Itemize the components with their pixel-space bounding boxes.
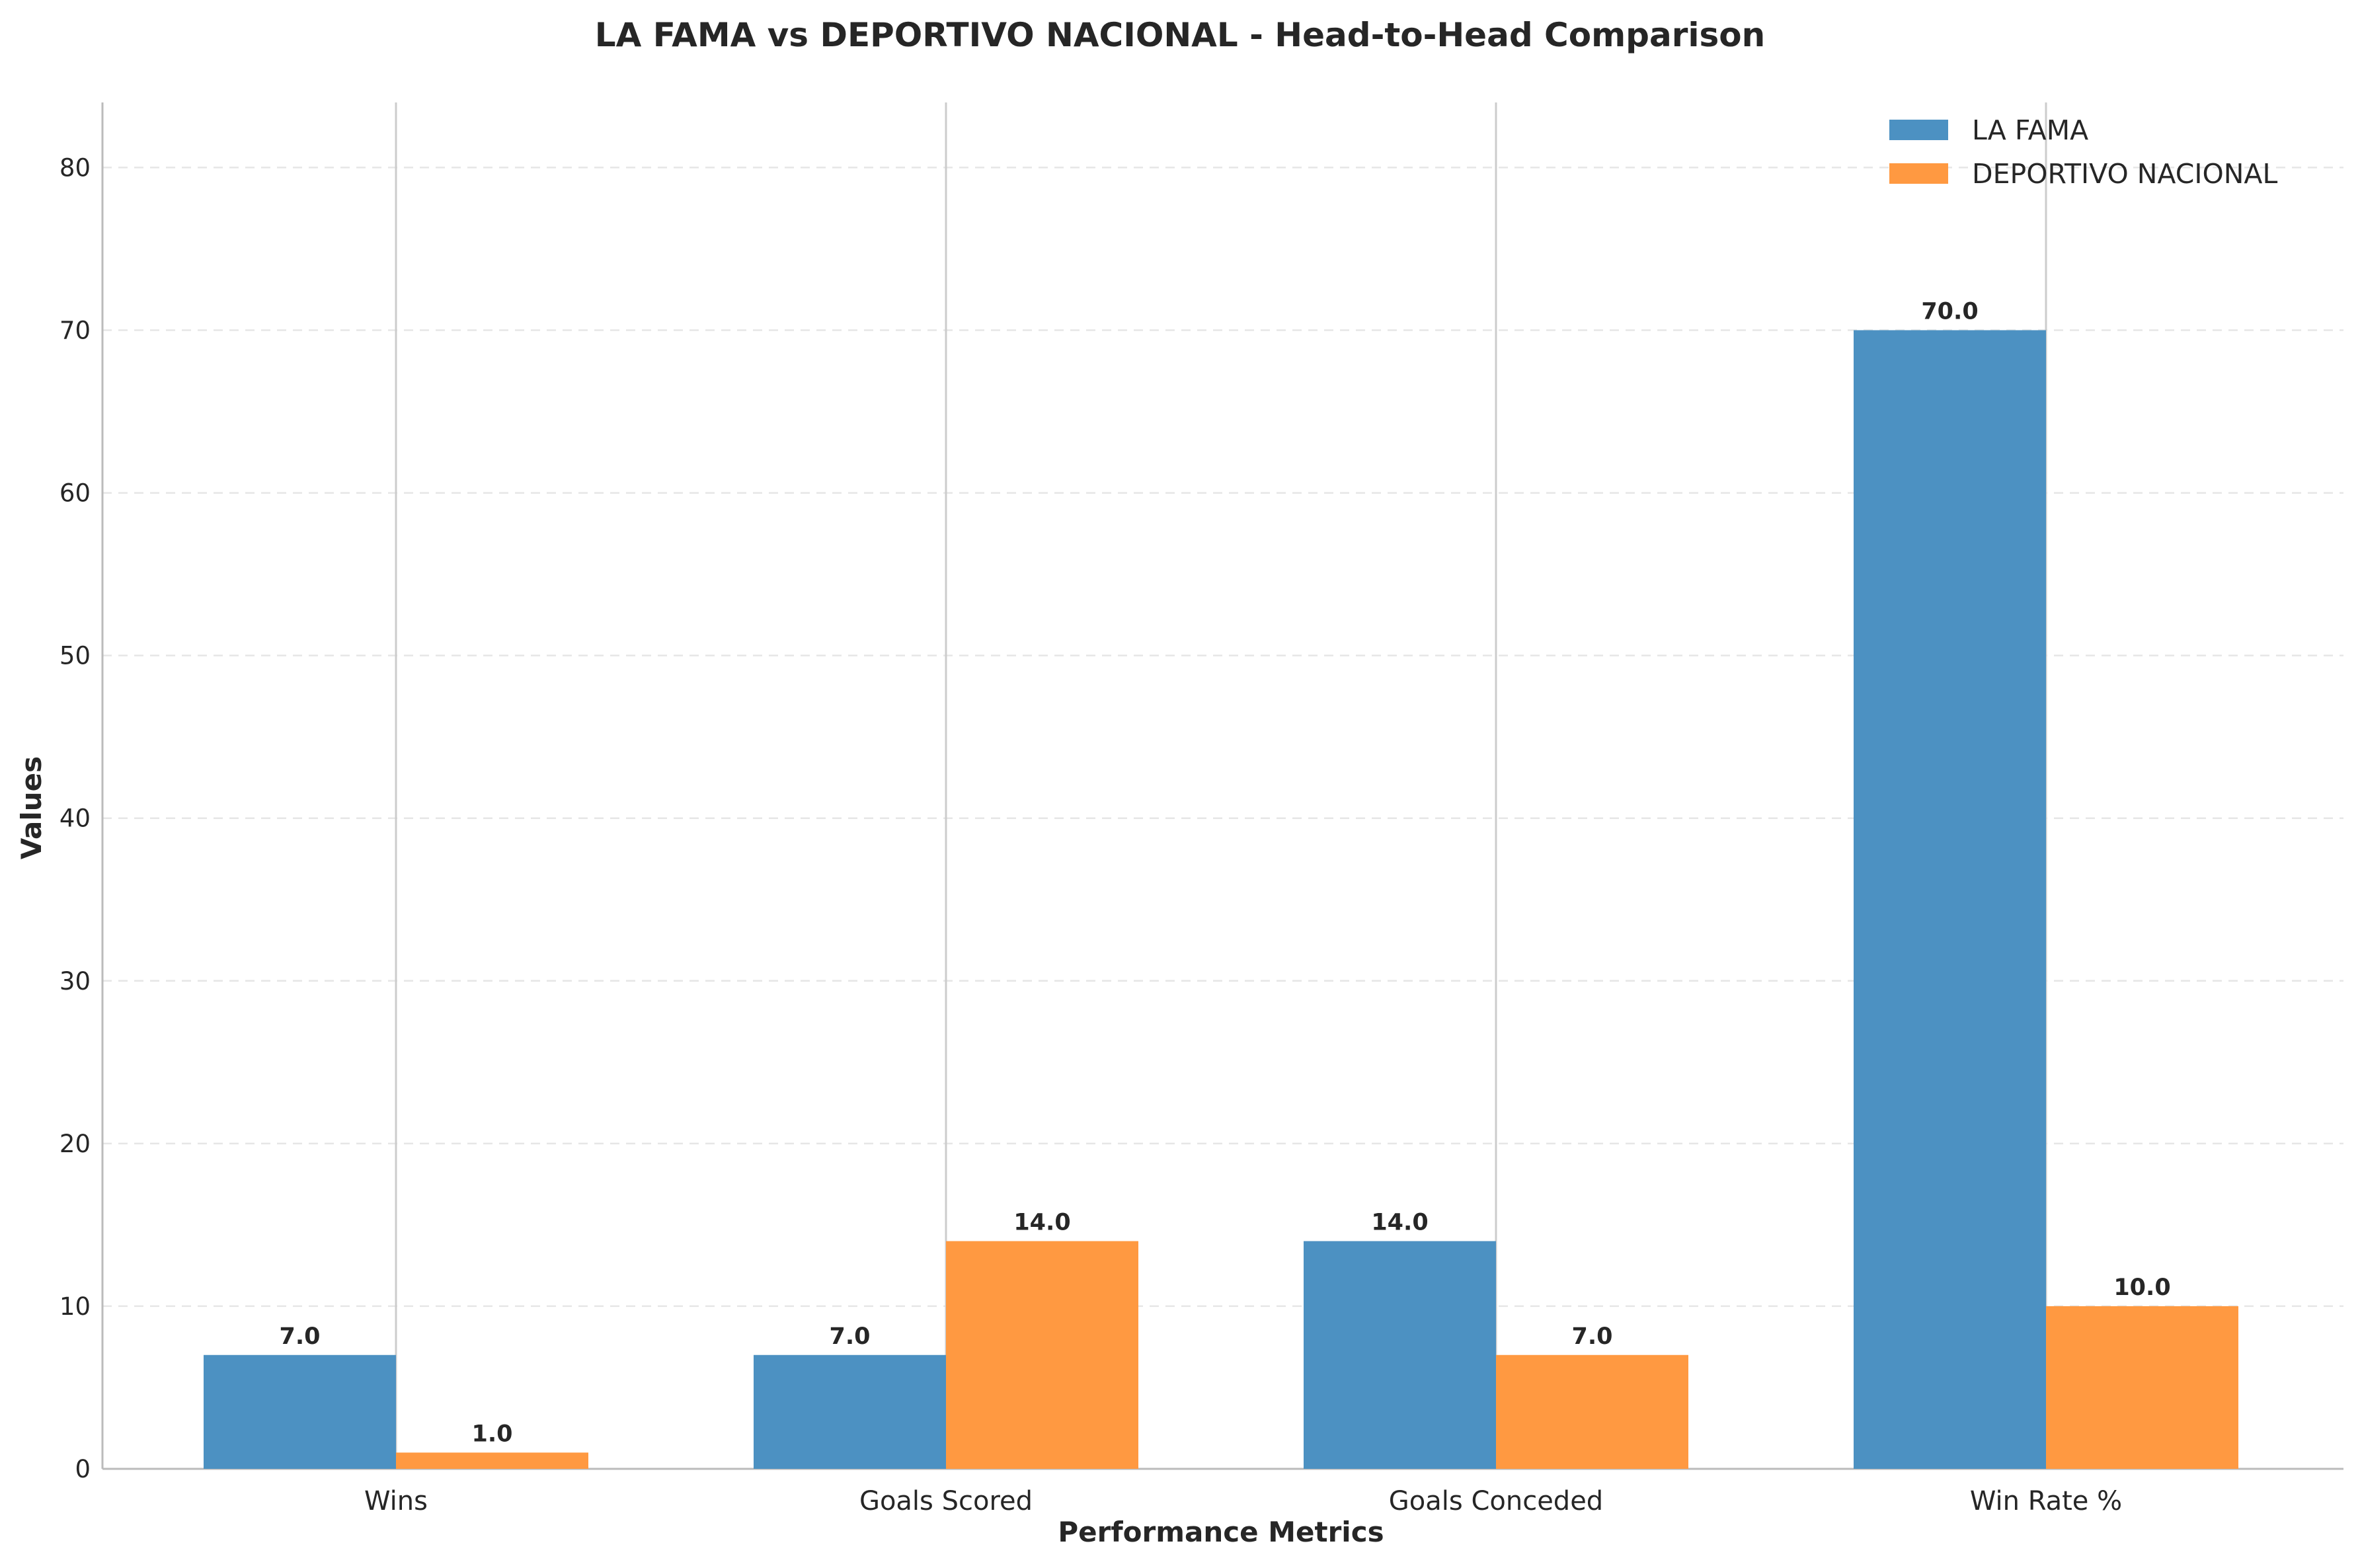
bar-la-fama: [1854, 330, 2046, 1469]
y-tick-label: 60: [59, 479, 91, 508]
y-tick-label: 0: [75, 1455, 91, 1483]
bar-la-fama: [1304, 1241, 1496, 1469]
bars-layer: [204, 330, 2238, 1469]
bar-value-label: 10.0: [2113, 1274, 2170, 1301]
chart-title: LA FAMA vs DEPORTIVO NACIONAL - Head-to-…: [595, 16, 1765, 54]
x-tick-label: Win Rate %: [1970, 1486, 2122, 1516]
legend-label: DEPORTIVO NACIONAL: [1972, 158, 2277, 190]
bar-deportivo-nacional: [2046, 1306, 2238, 1469]
bar-value-label: 70.0: [1921, 299, 1978, 325]
legend-swatch: [1889, 163, 1948, 184]
x-axis-title: Performance Metrics: [1058, 1516, 1384, 1548]
bar-la-fama: [754, 1354, 946, 1469]
y-tick-label: 70: [59, 317, 91, 345]
bar-value-label: 7.0: [829, 1323, 870, 1350]
bar-value-label: 7.0: [279, 1323, 320, 1350]
bar-la-fama: [204, 1354, 396, 1469]
bar-value-label: 1.0: [471, 1421, 512, 1447]
y-tick-label: 20: [59, 1130, 91, 1158]
x-tick-label: Wins: [364, 1486, 428, 1516]
legend-label: LA FAMA: [1972, 114, 2088, 146]
y-tick-label: 10: [59, 1292, 91, 1321]
y-tick-label: 50: [59, 642, 91, 670]
bar-deportivo-nacional: [1496, 1354, 1688, 1469]
y-tick-label: 30: [59, 967, 91, 996]
data-labels-layer: 7.0 7.0 14.0 70.0 1.0 14.0 7.0 10.0: [279, 299, 2170, 1448]
y-tick-label: 80: [59, 153, 91, 182]
legend: LA FAMA DEPORTIVO NACIONAL: [1889, 114, 2277, 190]
bar-deportivo-nacional: [396, 1452, 588, 1469]
x-tick-label: Goals Scored: [859, 1486, 1033, 1516]
bar-value-label: 14.0: [1013, 1210, 1070, 1236]
y-axis-title: Values: [15, 756, 48, 859]
legend-swatch: [1889, 120, 1948, 140]
y-tick-label: 40: [59, 804, 91, 833]
bar-deportivo-nacional: [946, 1241, 1138, 1469]
tick-labels-layer: 0 10 20 30 40 50 60 70 80 Wins Goals Scored Goals C…: [59, 153, 2122, 1516]
bar-value-label: 7.0: [1571, 1323, 1612, 1350]
x-tick-label: Goals Conceded: [1389, 1486, 1603, 1516]
bar-value-label: 14.0: [1371, 1210, 1428, 1236]
